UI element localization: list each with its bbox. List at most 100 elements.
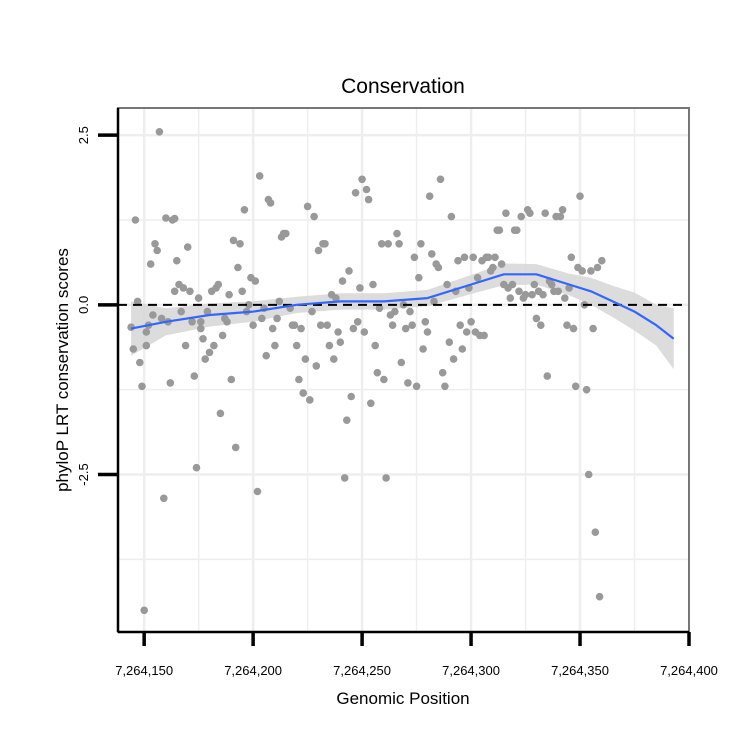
- data-point: [245, 301, 253, 309]
- data-point: [415, 273, 423, 282]
- data-point: [569, 324, 578, 333]
- panel-border: [117, 107, 690, 633]
- data-point: [201, 355, 209, 363]
- data-point: [423, 328, 432, 336]
- data-point: [314, 246, 323, 255]
- data-point: [445, 338, 454, 347]
- data-point: [371, 341, 380, 350]
- data-point: [539, 290, 547, 299]
- data-point: [364, 195, 373, 204]
- data-point: [373, 368, 382, 377]
- data-point: [513, 226, 521, 234]
- data-point: [380, 375, 388, 384]
- data-point: [438, 368, 447, 377]
- data-point: [197, 324, 205, 333]
- y-tick-label: 2.5: [76, 126, 91, 144]
- data-point: [556, 212, 565, 221]
- data-point: [290, 321, 299, 330]
- data-point: [587, 267, 595, 275]
- data-point: [186, 287, 194, 296]
- data-point: [406, 307, 414, 316]
- data-point: [149, 311, 157, 319]
- data-point: [194, 294, 203, 302]
- data-point: [146, 260, 155, 268]
- data-point: [491, 253, 499, 262]
- data-point: [358, 175, 366, 184]
- data-point: [268, 324, 277, 333]
- data-point: [275, 297, 284, 306]
- data-point: [454, 256, 462, 265]
- data-point: [343, 416, 351, 425]
- data-point: [391, 307, 399, 316]
- data-point: [382, 474, 390, 482]
- confidence-band: [131, 263, 674, 370]
- data-point: [140, 606, 148, 615]
- data-point: [497, 260, 506, 268]
- data-point: [170, 287, 179, 296]
- data-point: [428, 250, 436, 258]
- data-point: [258, 314, 266, 323]
- data-point: [417, 240, 425, 248]
- x-axis-title: Genomic Position: [336, 689, 469, 708]
- data-point: [340, 474, 349, 482]
- data-point: [412, 382, 421, 391]
- data-point: [591, 528, 600, 536]
- data-point: [502, 209, 510, 217]
- y-tick-label: -2.5: [76, 463, 91, 485]
- data-point: [308, 307, 316, 316]
- data-point: [299, 389, 308, 397]
- data-point: [377, 240, 386, 248]
- data-point: [506, 294, 515, 302]
- data-point: [157, 314, 166, 323]
- x-tick-label: 7,264,200: [224, 663, 282, 678]
- data-point: [153, 246, 161, 255]
- data-point: [598, 256, 606, 265]
- data-point: [225, 290, 233, 299]
- data-point: [236, 240, 244, 248]
- data-point: [351, 189, 360, 197]
- data-point: [231, 443, 240, 452]
- data-point: [447, 212, 456, 221]
- data-point: [508, 280, 517, 289]
- data-point: [142, 328, 151, 336]
- data-point: [397, 358, 406, 367]
- data-point: [271, 341, 279, 350]
- data-point: [205, 348, 214, 357]
- data-point: [183, 243, 192, 251]
- data-point: [528, 290, 536, 299]
- data-point: [410, 253, 419, 262]
- data-point: [367, 399, 375, 408]
- y-tick-label: 0.0: [76, 296, 91, 314]
- data-point: [266, 199, 275, 207]
- data-point: [251, 277, 260, 285]
- data-point: [310, 212, 318, 221]
- data-point: [404, 379, 412, 387]
- data-point: [425, 192, 434, 200]
- data-point: [181, 341, 190, 350]
- data-point: [218, 331, 227, 340]
- data-point: [419, 345, 427, 353]
- data-point: [325, 341, 334, 350]
- data-point: [253, 487, 262, 496]
- data-point: [356, 284, 364, 292]
- data-point: [353, 318, 362, 326]
- data-point: [484, 253, 493, 262]
- data-point: [547, 280, 556, 289]
- data-point: [234, 263, 242, 272]
- data-point: [473, 273, 482, 282]
- data-point: [530, 280, 539, 289]
- data-point: [434, 263, 443, 272]
- data-point: [384, 240, 393, 248]
- x-tick-label: 7,264,150: [115, 663, 173, 678]
- data-point: [166, 379, 175, 387]
- data-point: [517, 212, 525, 221]
- data-point: [240, 206, 249, 214]
- plot-panel: 7,264,150 7,264,200 7,264,250 7,264,300 7,26…: [76, 107, 718, 678]
- data-point: [292, 341, 301, 350]
- data-point: [136, 358, 144, 367]
- data-point: [332, 294, 340, 302]
- data-point: [262, 351, 271, 360]
- data-point: [316, 321, 325, 330]
- data-point: [576, 192, 584, 200]
- data-point: [584, 470, 593, 479]
